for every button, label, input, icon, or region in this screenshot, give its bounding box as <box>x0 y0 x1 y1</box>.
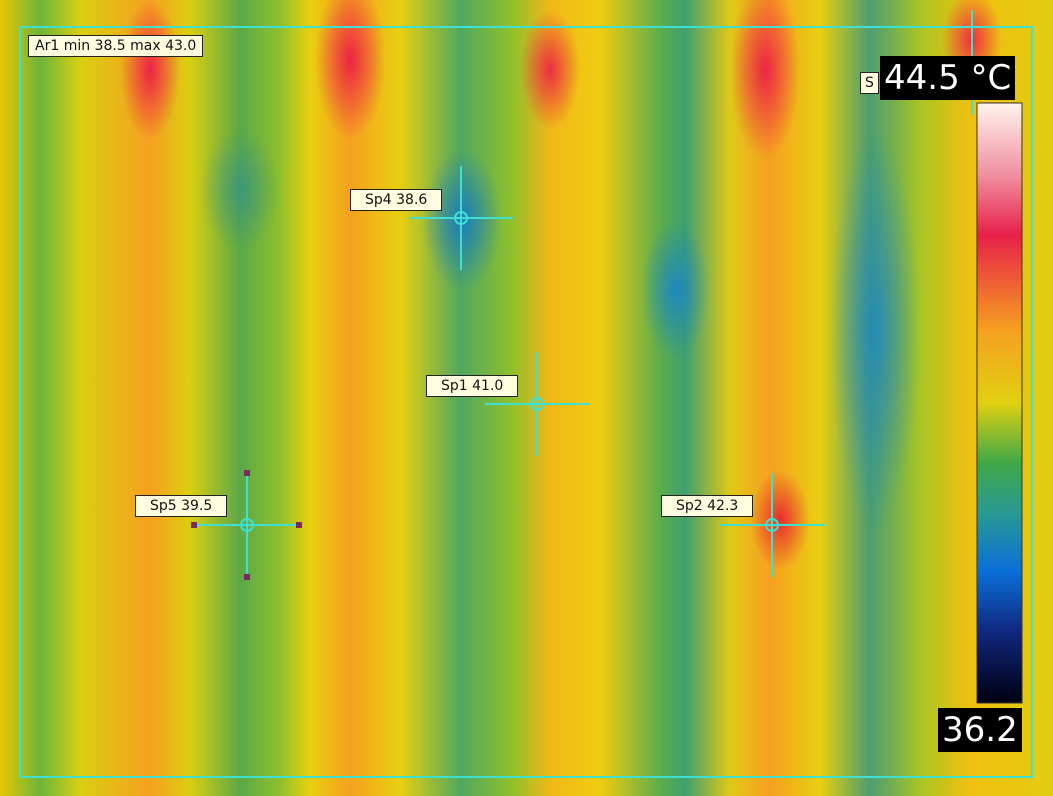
area-frame <box>19 26 1033 778</box>
color-scale <box>976 102 1023 704</box>
area-label: Ar1 min 38.5 max 43.0 <box>28 35 204 57</box>
crosshair <box>720 473 825 577</box>
spot-label: Sp1 41.0 <box>426 375 519 397</box>
scale-min: 36.2 <box>938 708 1022 752</box>
spot-label: Sp4 38.6 <box>350 189 443 211</box>
handles <box>191 470 302 580</box>
crosshairs <box>194 10 973 577</box>
crosshair <box>485 352 590 456</box>
scale-max: 44.5 °C <box>880 56 1016 100</box>
crosshair <box>194 473 299 577</box>
crosshair <box>409 166 513 270</box>
spot-label: Sp5 39.5 <box>135 495 228 517</box>
spot-label: S <box>860 72 879 94</box>
spot-label: Sp2 42.3 <box>661 495 754 517</box>
